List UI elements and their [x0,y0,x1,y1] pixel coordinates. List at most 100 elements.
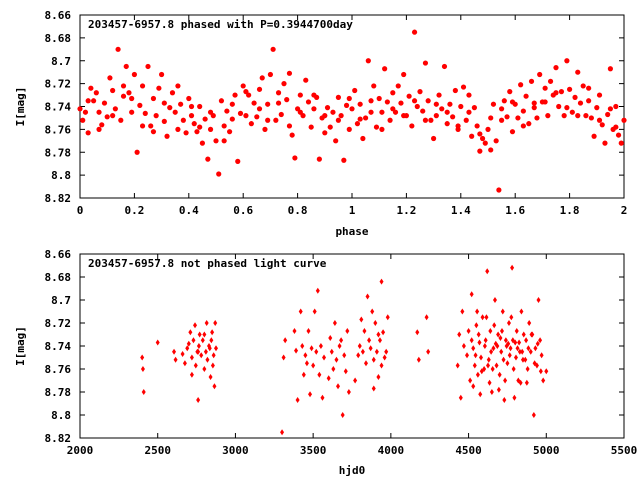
data-point [376,374,381,381]
data-point [385,314,390,321]
data-point [172,348,177,355]
data-point [381,329,386,336]
data-point [237,110,244,116]
data-point [315,287,320,294]
data-point [424,314,429,321]
data-point [196,348,201,355]
data-point [203,348,208,355]
data-point [185,345,190,352]
data-point [411,98,418,104]
data-point [455,362,460,369]
data-point [482,343,487,349]
data-point [213,320,218,326]
data-point [426,348,431,355]
data-point [531,412,536,418]
phased-light-curve-panel: 0 0.2 0.4 0.6 0.8 1 1.2 1.4 1.6 1.8 2 8.66 8.68 8.7 8.… [14,9,627,238]
data-point [519,308,524,315]
data-point [499,348,504,355]
unphased-light-curve-panel: 2000 2500 3000 3500 4000 4500 5000 5500 8.66 8.68… [14,248,637,477]
data-point [153,113,159,119]
data-point [202,116,208,122]
x-tick-label: 0.4 [179,204,199,217]
data-point [401,71,407,78]
data-point [520,108,526,114]
data-point [324,105,331,111]
data-point [553,65,559,71]
data-point [359,316,364,323]
data-point [444,121,450,127]
data-point [510,264,515,271]
data-point [308,124,314,130]
data-point [532,360,537,367]
data-point [460,308,465,315]
data-point [314,348,319,355]
data-point [433,113,439,119]
data-point [472,362,477,369]
data-point [466,109,472,115]
data-point [180,351,185,358]
data-point [558,89,565,95]
data-point [596,117,603,123]
data-point [480,314,485,321]
data-point [339,337,344,344]
data-point [93,90,99,96]
data-point [524,379,529,386]
data-point [265,101,271,107]
data-point [521,331,526,338]
data-point [594,105,600,111]
data-point [520,348,525,355]
data-point [178,101,184,107]
data-point [422,117,429,123]
data-point [107,75,113,81]
data-point [415,329,420,336]
data-point [409,123,415,129]
data-point [527,320,532,326]
data-point [510,337,515,344]
data-point [292,328,297,335]
data-point [583,113,589,119]
data-point [221,138,227,144]
data-point [345,328,350,335]
data-point [599,122,605,128]
data-point [517,339,522,346]
data-point [172,109,178,115]
data-point [88,85,94,91]
data-point [368,98,374,104]
data-point [357,343,362,349]
data-point [306,328,311,335]
data-point [518,82,524,88]
data-point [207,345,212,352]
data-point [365,293,370,300]
data-point [537,71,543,78]
data-point [498,334,503,341]
data-point [202,331,207,338]
data-point [509,129,516,135]
data-point [96,109,102,115]
y-tick-label: 8.72 [45,78,72,91]
data-point [141,389,146,395]
data-point [541,377,546,384]
data-point [309,345,314,352]
data-point [463,117,469,123]
data-point [156,85,162,91]
data-point [547,78,554,84]
data-point [340,412,345,418]
data-point [210,329,215,336]
data-point [218,98,225,104]
data-point [197,103,203,110]
y-tick-label: 8.74 [45,340,72,353]
data-point [523,356,528,363]
data-point [227,129,233,135]
data-point [368,345,373,352]
data-point [139,123,146,129]
data-point [305,99,312,105]
data-point [308,391,313,398]
data-point [376,331,381,338]
data-point [112,106,118,112]
data-point [486,356,491,363]
data-point [120,83,127,89]
data-point [363,360,368,367]
data-point [607,106,614,112]
data-point [199,140,205,146]
data-point [452,87,458,94]
